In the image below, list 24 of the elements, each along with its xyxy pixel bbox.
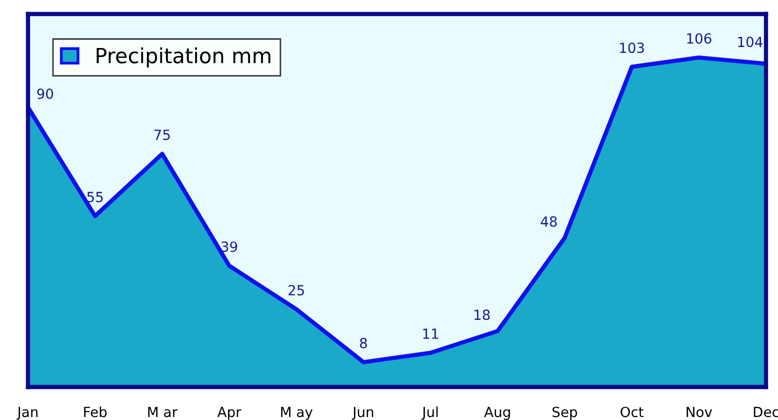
data-label: 39 [221,241,238,252]
data-label: 11 [423,328,438,339]
x-tick-label: Nov [686,406,712,418]
data-label: 25 [288,284,304,296]
x-tick-label: Oct [620,406,644,418]
x-tick-label: M ar [148,406,178,418]
data-label: 90 [37,88,54,100]
x-tick-label: Jan [16,406,38,420]
x-tick-label: Feb [84,406,107,418]
legend-label: Precipitation mm [96,47,270,68]
data-label: 18 [474,310,490,320]
data-label: 103 [620,42,644,54]
data-label: 106 [687,33,712,44]
x-tick-label: Jul [421,406,438,420]
data-label: 75 [154,130,170,140]
data-label: 104 [738,36,762,48]
x-tick-label: Aug [484,406,510,420]
data-label: 55 [87,192,103,202]
x-tick-label: Apr [217,406,242,420]
data-label: 8 [360,338,367,348]
x-tick-label: Jun [352,406,374,420]
x-tick-label: Sep [552,406,578,420]
x-tick-label: M ay [281,406,313,420]
data-label: 48 [540,216,557,227]
